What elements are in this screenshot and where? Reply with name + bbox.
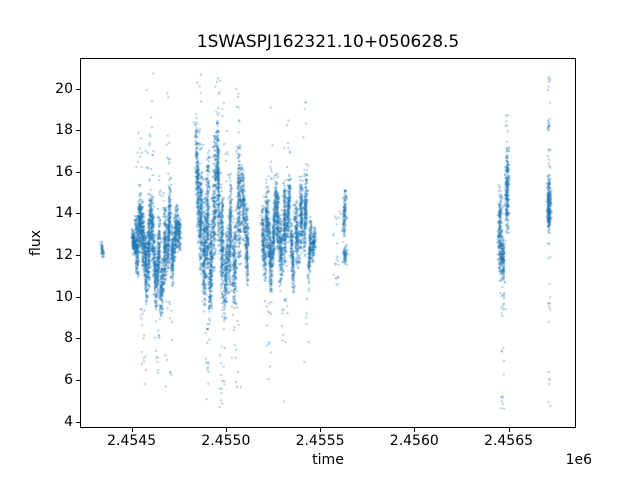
scatter-points-canvas <box>80 58 576 428</box>
x-tick-mark <box>320 428 322 432</box>
y-tick-mark <box>76 379 80 381</box>
x-tick-label: 2.4555 <box>295 433 345 449</box>
x-tick-label: 2.4550 <box>201 433 251 449</box>
x-tick-label: 2.4560 <box>389 433 439 449</box>
y-tick-label: 4 <box>64 413 73 430</box>
y-tick-mark <box>76 171 80 173</box>
y-tick-mark <box>76 421 80 423</box>
y-tick-label: 6 <box>64 371 73 388</box>
y-tick-mark <box>76 338 80 340</box>
x-tick-label: 2.4545 <box>107 433 157 449</box>
y-tick-label: 14 <box>55 205 73 222</box>
y-tick-mark <box>76 296 80 298</box>
x-tick-mark <box>225 428 227 432</box>
y-tick-mark <box>76 130 80 132</box>
y-tick-label: 16 <box>55 163 73 180</box>
x-tick-mark <box>508 428 510 432</box>
x-tick-mark <box>414 428 416 432</box>
x-axis-label: time <box>312 452 344 468</box>
y-tick-label: 20 <box>55 80 73 97</box>
y-tick-label: 18 <box>55 122 73 139</box>
y-tick-label: 12 <box>55 247 73 264</box>
y-tick-mark <box>76 213 80 215</box>
y-tick-label: 8 <box>64 330 73 347</box>
y-tick-label: 10 <box>55 288 73 305</box>
y-tick-mark <box>76 255 80 257</box>
x-axis-offset-label: 1e6 <box>565 452 592 468</box>
x-tick-label: 2.4565 <box>484 433 534 449</box>
x-tick-mark <box>131 428 133 432</box>
plot-title: 1SWASPJ162321.10+050628.5 <box>196 32 460 52</box>
y-tick-mark <box>76 88 80 90</box>
y-axis-label: flux <box>28 230 44 256</box>
